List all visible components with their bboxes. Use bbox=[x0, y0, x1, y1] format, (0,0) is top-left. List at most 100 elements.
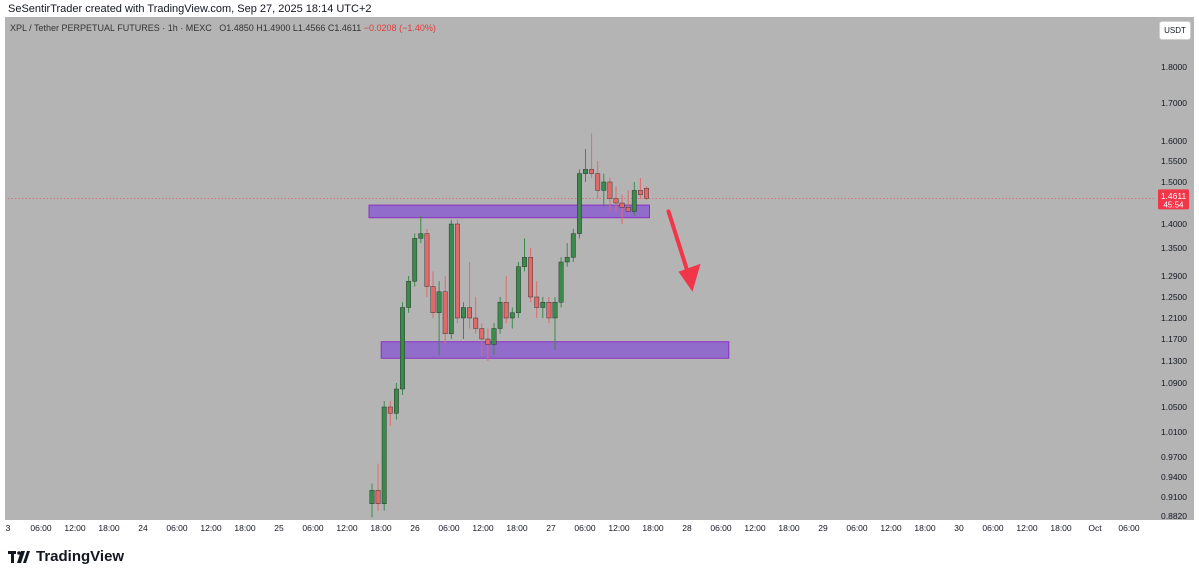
x-tick-label: 18:00 bbox=[370, 523, 392, 533]
candle-bull bbox=[448, 223, 454, 334]
y-tick-label: 1.0500 bbox=[1161, 402, 1187, 412]
y-tick-label: 0.9100 bbox=[1161, 492, 1187, 502]
x-tick-label: 3 bbox=[6, 523, 11, 533]
candle-bear bbox=[387, 406, 393, 414]
x-tick-label: 18:00 bbox=[1050, 523, 1072, 533]
x-tick-label: 26 bbox=[410, 523, 420, 533]
price-change: −0.0208 (−1.40%) bbox=[363, 23, 436, 33]
candle-bull bbox=[461, 307, 466, 319]
candle-bull bbox=[509, 312, 515, 319]
x-tick-label: 06:00 bbox=[846, 523, 868, 533]
candle-bear bbox=[644, 188, 649, 199]
x-tick-label: 30 bbox=[954, 523, 964, 533]
symbol-name[interactable]: XPL / Tether PERPETUAL FUTURES · 1h · ME… bbox=[10, 23, 212, 33]
y-tick-label: 1.2100 bbox=[1161, 313, 1187, 323]
x-tick-label: 06:00 bbox=[30, 523, 52, 533]
x-tick-label: Oct bbox=[1088, 523, 1102, 533]
candle-bear bbox=[534, 296, 540, 308]
candle-bull bbox=[369, 490, 375, 504]
currency-button[interactable]: USDT bbox=[1159, 21, 1191, 40]
candle-bear bbox=[479, 328, 485, 340]
candle-bear bbox=[455, 223, 460, 319]
x-tick-label: 18:00 bbox=[506, 523, 528, 533]
candle-bear bbox=[613, 198, 619, 204]
y-tick-label: 1.1700 bbox=[1161, 334, 1187, 344]
y-tick-label: 0.9400 bbox=[1161, 472, 1187, 482]
x-tick-label: 06:00 bbox=[710, 523, 732, 533]
candle-bull bbox=[412, 238, 418, 282]
candle-bull bbox=[418, 233, 424, 239]
candle-bear bbox=[607, 181, 613, 199]
candle-bull bbox=[601, 181, 607, 191]
candle-bear bbox=[442, 291, 448, 334]
chart-area[interactable] bbox=[5, 17, 1194, 520]
candle-bull bbox=[558, 261, 564, 303]
candle-bear bbox=[430, 286, 436, 313]
x-tick-label: 24 bbox=[138, 523, 148, 533]
candle-bull bbox=[552, 302, 558, 319]
price-tag-value: 1.4611 bbox=[1161, 191, 1187, 201]
candle-bull bbox=[577, 173, 582, 234]
candle-bull bbox=[394, 388, 399, 414]
x-tick-label: 06:00 bbox=[302, 523, 324, 533]
candle-bear bbox=[375, 490, 381, 504]
tradingview-logo-text: TradingView bbox=[36, 548, 125, 565]
y-tick-label: 1.7000 bbox=[1161, 98, 1187, 108]
candle-bear bbox=[638, 190, 643, 195]
candle-bear bbox=[546, 302, 552, 319]
y-tick-label: 1.0900 bbox=[1161, 378, 1187, 388]
candle-bear bbox=[589, 169, 595, 174]
candle-bull bbox=[540, 302, 546, 308]
x-tick-label: 18:00 bbox=[914, 523, 936, 533]
x-tick-label: 06:00 bbox=[574, 523, 596, 533]
candle-bear bbox=[528, 257, 534, 298]
candle-bull bbox=[497, 302, 503, 329]
x-tick-label: 12:00 bbox=[744, 523, 766, 533]
y-tick-label: 1.4000 bbox=[1161, 219, 1187, 229]
y-tick-label: 0.9700 bbox=[1161, 452, 1187, 462]
ohlc-close: C1.4611 bbox=[327, 23, 362, 33]
candle-bear bbox=[467, 307, 472, 319]
x-tick-label: 12:00 bbox=[336, 523, 358, 533]
projection-arrow-head bbox=[678, 263, 701, 292]
candle-bear bbox=[625, 206, 631, 212]
x-tick-label: 18:00 bbox=[234, 523, 256, 533]
x-tick-label: 18:00 bbox=[98, 523, 120, 533]
x-tick-label: 12:00 bbox=[1016, 523, 1038, 533]
x-tick-label: 12:00 bbox=[880, 523, 902, 533]
x-tick-label: 06:00 bbox=[982, 523, 1004, 533]
x-tick-label: 12:00 bbox=[472, 523, 494, 533]
candle-bull bbox=[381, 406, 387, 504]
y-tick-label: 1.1300 bbox=[1161, 356, 1187, 366]
candle-bull bbox=[491, 328, 497, 345]
x-tick-label: 25 bbox=[274, 523, 284, 533]
x-tick-label: 27 bbox=[546, 523, 556, 533]
candle-bull bbox=[406, 281, 411, 308]
candle-bull bbox=[631, 190, 637, 212]
candle-bear bbox=[424, 233, 430, 287]
tradingview-logo-icon bbox=[8, 550, 30, 563]
candle-bull bbox=[516, 266, 521, 313]
price-tag-countdown: 45:54 bbox=[1163, 200, 1184, 209]
y-tick-label: 1.6000 bbox=[1161, 136, 1187, 146]
candle-bull bbox=[570, 233, 576, 258]
candle-bull bbox=[400, 307, 405, 390]
candle-bull bbox=[522, 257, 527, 267]
y-tick-label: 1.2500 bbox=[1161, 292, 1187, 302]
candle-bear bbox=[503, 302, 509, 319]
y-tick-label: 1.3500 bbox=[1161, 243, 1187, 253]
symbol-info: XPL / Tether PERPETUAL FUTURES · 1h · ME… bbox=[10, 23, 436, 33]
ohlc-high: H1.4900 bbox=[256, 23, 291, 33]
y-tick-label: 0.8820 bbox=[1161, 511, 1187, 521]
ohlc-open: O1.4850 bbox=[219, 23, 254, 33]
y-tick-label: 1.5000 bbox=[1161, 177, 1187, 187]
x-tick-label: 18:00 bbox=[642, 523, 664, 533]
y-tick-label: 1.8000 bbox=[1161, 62, 1187, 72]
tradingview-logo[interactable]: TradingView bbox=[8, 548, 124, 565]
candle-bear bbox=[485, 338, 491, 345]
x-tick-label: 06:00 bbox=[166, 523, 188, 533]
candle-bear bbox=[473, 317, 479, 329]
candle-bull bbox=[436, 291, 442, 313]
y-tick-label: 1.0100 bbox=[1161, 427, 1187, 437]
